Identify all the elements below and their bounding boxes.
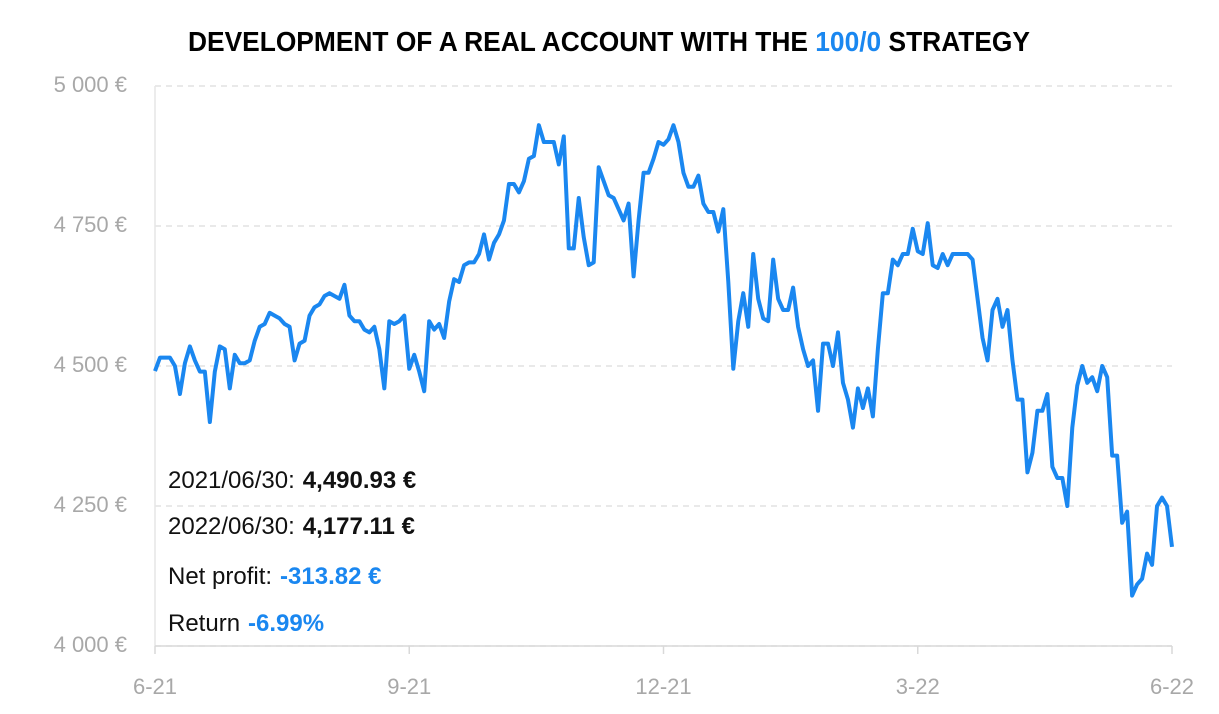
annotation-value: 4,490.93 € <box>303 467 416 494</box>
x-tick-label: 6-22 <box>1150 674 1194 699</box>
title-part: 100/0 <box>815 26 881 57</box>
y-tick-label: 4 750 € <box>54 212 127 237</box>
x-tick-label: 3-22 <box>896 674 940 699</box>
y-tick-label: 5 000 € <box>54 72 127 97</box>
annotation-label: 2022/06/30: <box>168 513 295 540</box>
annotation-value: -313.82 € <box>280 563 381 590</box>
title-part: DEVELOPMENT OF A REAL ACCOUNT WITH THE <box>188 26 815 57</box>
title-part: STRATEGY <box>881 26 1030 57</box>
annotation-label: 2021/06/30: <box>168 467 295 494</box>
y-tick-label: 4 500 € <box>54 352 127 377</box>
y-tick-label: 4 250 € <box>54 492 127 517</box>
annotation: 2022/06/30: 4,177.11 € <box>168 513 415 540</box>
annotation-value: -6.99% <box>248 610 324 637</box>
chart-title: DEVELOPMENT OF A REAL ACCOUNT WITH THE 1… <box>188 26 1030 57</box>
y-tick-label: 4 000 € <box>54 632 127 657</box>
data-line <box>153 123 1174 598</box>
annotation-value: 4,177.11 € <box>303 513 415 540</box>
annotation: Net profit: -313.82 € <box>168 563 381 590</box>
x-tick-label: 12-21 <box>635 674 691 699</box>
x-tick-label: 6-21 <box>133 674 177 699</box>
annotation-label: Return <box>168 610 240 637</box>
annotation: Return -6.99% <box>168 610 324 637</box>
annotation: 2021/06/30: 4,490.93 € <box>168 467 416 494</box>
annotation-label: Net profit: <box>168 563 272 590</box>
x-tick-label: 9-21 <box>387 674 431 699</box>
